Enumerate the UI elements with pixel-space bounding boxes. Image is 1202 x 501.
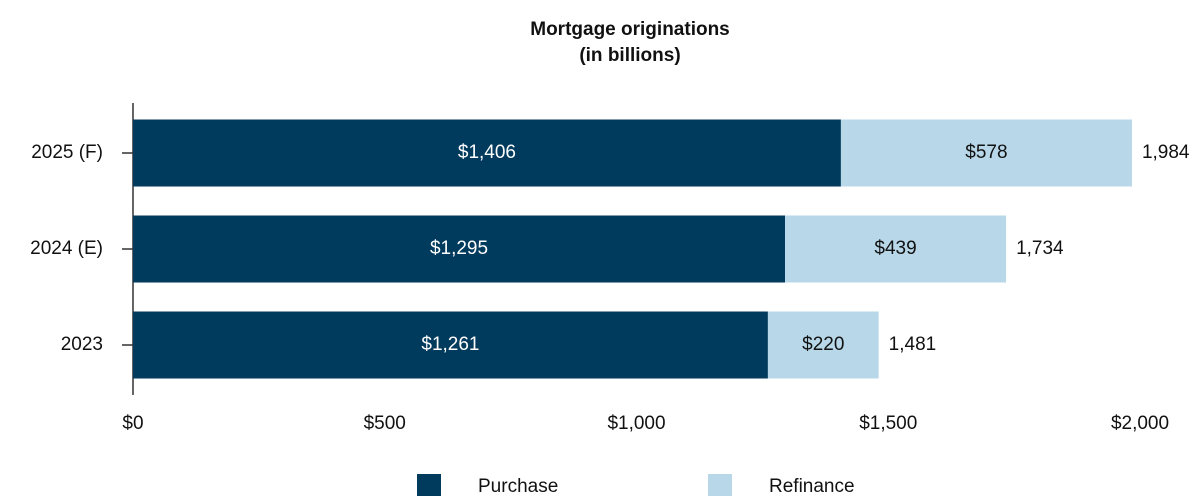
x-tick-label: $1,500 <box>859 413 917 434</box>
bar-segment <box>133 215 786 283</box>
bar-label: $1,295 <box>430 238 488 259</box>
legend-swatch <box>417 474 441 498</box>
y-tick-label: 2023 <box>61 334 103 355</box>
legend-label: Purchase <box>478 476 558 496</box>
bar-label: $578 <box>965 142 1007 163</box>
bar-label: $220 <box>802 334 844 355</box>
y-tick-label: 2025 (F) <box>31 142 103 163</box>
x-tick-label: $1,000 <box>607 413 665 434</box>
bar-segment <box>767 311 879 379</box>
bar-label: $439 <box>874 238 916 259</box>
chart-subtitle: (in billions) <box>579 45 680 66</box>
bar-segment <box>785 215 1007 283</box>
bar-segment <box>133 119 841 187</box>
x-tick-label: $2,000 <box>1111 413 1169 434</box>
bar-label: $1,261 <box>421 334 479 355</box>
bar-segment <box>840 119 1132 187</box>
chart-title: Mortgage originations <box>530 19 730 40</box>
legend-label: Refinance <box>769 476 855 496</box>
bar-segment <box>133 311 768 379</box>
x-tick-label: $500 <box>364 413 406 434</box>
x-tick-label: $0 <box>122 413 143 434</box>
total-label: 1,481 <box>889 334 937 355</box>
y-tick-label: 2024 (E) <box>30 238 103 259</box>
bar-label: $1,406 <box>458 142 516 163</box>
total-label: 1,984 <box>1142 142 1190 163</box>
total-label: 1,734 <box>1016 238 1064 259</box>
legend-swatch <box>708 474 732 498</box>
